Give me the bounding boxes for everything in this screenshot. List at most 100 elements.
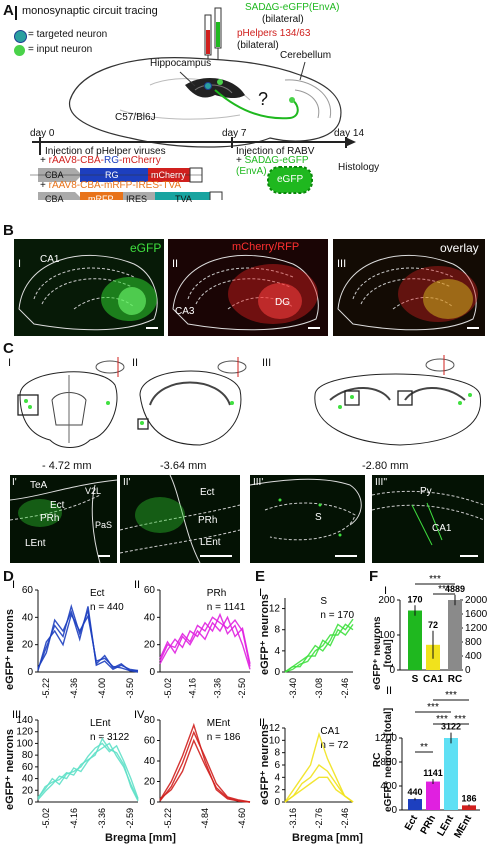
series-line-D-IV-2 <box>159 738 251 803</box>
sig-label-f2-3: *** <box>454 714 466 725</box>
sig-label-2: *** <box>438 584 450 595</box>
ytick-label-D-IV-0: 0 <box>149 797 155 808</box>
ytick-label-D-I-2: 40 <box>22 612 34 623</box>
bar-value-Ect: 440 <box>407 787 422 797</box>
chart-num-D-IV: IV <box>134 709 145 721</box>
ytick-label-D-III-6: 120 <box>16 727 33 738</box>
xtick-label-E-I-0: -3.40 <box>288 678 298 699</box>
egfp-particle: eGFP <box>277 174 304 185</box>
xtick-label-D-III-1: -4.16 <box>69 808 79 829</box>
xtick-label-D-I-1: -4.36 <box>69 678 79 699</box>
mrfp-box: mRFP <box>88 194 114 204</box>
c3-s: S <box>315 512 322 523</box>
bar-Ect <box>408 799 422 810</box>
c4-py: Py <box>420 486 432 497</box>
e-xlabel: Bregma [mm] <box>292 832 363 844</box>
xtick-label-D-II-2: -3.36 <box>212 678 222 699</box>
sig-label-f2-1: *** <box>436 714 448 725</box>
question-mark: ? <box>258 89 268 109</box>
region-label-D-IV: MEnt <box>207 718 231 729</box>
series-line-E-II-2 <box>284 776 354 803</box>
bar-value-MEnt: 186 <box>461 793 476 803</box>
ytick-label-D-IV-3: 60 <box>144 736 156 747</box>
image-c-4 <box>372 475 484 563</box>
b1-num: I <box>18 258 22 270</box>
ytick-label-D-III-7: 140 <box>16 715 33 726</box>
input-neuron-icon <box>14 45 25 56</box>
bar-y2tick-label-F-I-4: 1600 <box>465 609 488 620</box>
mcherry-box: mCherry <box>151 170 186 180</box>
c4-ca1: CA1 <box>432 523 452 534</box>
xtick-label-D-I-2: -4.00 <box>97 678 107 699</box>
ytick-label-E-I-0: 0 <box>274 667 280 678</box>
region-label-D-I: Ect <box>90 588 105 599</box>
xtick-label-D-III-2: -3.36 <box>97 808 107 829</box>
ytick-label-D-II-1: 20 <box>144 640 156 651</box>
sig-label-f2-4: *** <box>445 690 457 701</box>
c1-prh: PRh <box>40 513 60 524</box>
chart-num-E-II: II <box>259 717 265 729</box>
xtick-label-D-III-3: -2.59 <box>125 808 135 829</box>
panel-label-d: D <box>3 568 14 585</box>
virus2-note: (bilateral) <box>237 40 279 51</box>
bar-value-PRh: 1141 <box>423 768 443 778</box>
sig-label-f2-0: ** <box>420 742 428 753</box>
ytick-label-E-II-2: 4 <box>274 772 280 783</box>
chart-num-F-II: II <box>386 685 392 697</box>
bar-cat-S: S <box>412 674 419 685</box>
ytick-label-D-II-0: 0 <box>149 667 155 678</box>
ytick-label-E-I-1: 4 <box>274 646 280 657</box>
series-line-E-I-2 <box>284 623 354 673</box>
cba1: CBA <box>45 170 64 180</box>
b2-num: II <box>172 258 179 270</box>
ytick-label-D-I-3: 60 <box>22 585 34 596</box>
xtick-label-D-IV-0: -5.22 <box>163 808 173 829</box>
inj2-label: Injection of RABV <box>236 146 315 157</box>
bar-ytick-label-F-I-2: 200 <box>378 595 395 606</box>
b2-ca3: CA3 <box>175 306 195 317</box>
n-label-D-IV: n = 186 <box>207 732 241 743</box>
legend-input: = input neuron <box>28 44 93 55</box>
series-line-D-I-1 <box>37 612 139 673</box>
ires-box: IRES <box>126 194 148 204</box>
cerebellum-label: Cerebellum <box>280 50 332 61</box>
bar-ytick-label-F-II-2: 800 <box>380 757 397 768</box>
ytick-label-D-III-0: 0 <box>27 797 33 808</box>
ytick-label-E-II-6: 12 <box>269 723 281 734</box>
bar-y2tick-label-F-I-2: 800 <box>465 637 482 648</box>
xtick-label-E-II-1: -2.76 <box>314 808 324 829</box>
ytick-label-E-II-0: 0 <box>274 797 280 808</box>
bar-cat-Ect: Ect <box>403 813 421 833</box>
ytick-label-D-III-3: 60 <box>22 762 34 773</box>
bar-LEnt <box>444 738 458 810</box>
c4-num: III'' <box>375 477 388 488</box>
chart-num-E-I: I <box>259 587 262 599</box>
c1-v2l: V2L <box>85 486 102 496</box>
xtick-label-E-I-2: -2.46 <box>340 678 350 699</box>
n-label-D-I: n = 440 <box>90 602 124 613</box>
b3-tag: overlay <box>440 241 479 255</box>
ytick-label-D-I-0: 0 <box>27 667 33 678</box>
n-label-E-II: n = 72 <box>320 740 349 751</box>
xtick-label-D-II-0: -5.02 <box>163 678 173 699</box>
c2-ect: Ect <box>200 487 215 498</box>
n-label-D-III: n = 3122 <box>90 732 130 743</box>
legend-targeted: = targeted neuron <box>28 29 108 40</box>
ytick-label-D-III-2: 40 <box>22 774 34 785</box>
ytick-label-E-II-4: 8 <box>274 748 280 759</box>
c-sec3-coord: -2.80 mm <box>362 460 409 472</box>
b3-num: III <box>337 258 347 270</box>
ytick-label-E-II-3: 6 <box>274 760 280 771</box>
ytick-label-D-III-5: 100 <box>16 738 33 749</box>
targeted-neuron-icon <box>14 30 27 43</box>
inj1-label: Injection of pHelper viruses <box>45 146 166 157</box>
panel-a-title: monosynaptic circuit tracing <box>22 5 158 17</box>
bar-RC <box>448 600 462 670</box>
sig-label-f2-2: *** <box>427 702 439 713</box>
bar-cat-MEnt: MEnt <box>452 813 474 840</box>
bar-MEnt <box>462 805 476 810</box>
series-line-D-II-0 <box>159 616 251 667</box>
chart-num-D-III: III <box>12 709 21 721</box>
series-line-D-II-1 <box>159 612 251 670</box>
